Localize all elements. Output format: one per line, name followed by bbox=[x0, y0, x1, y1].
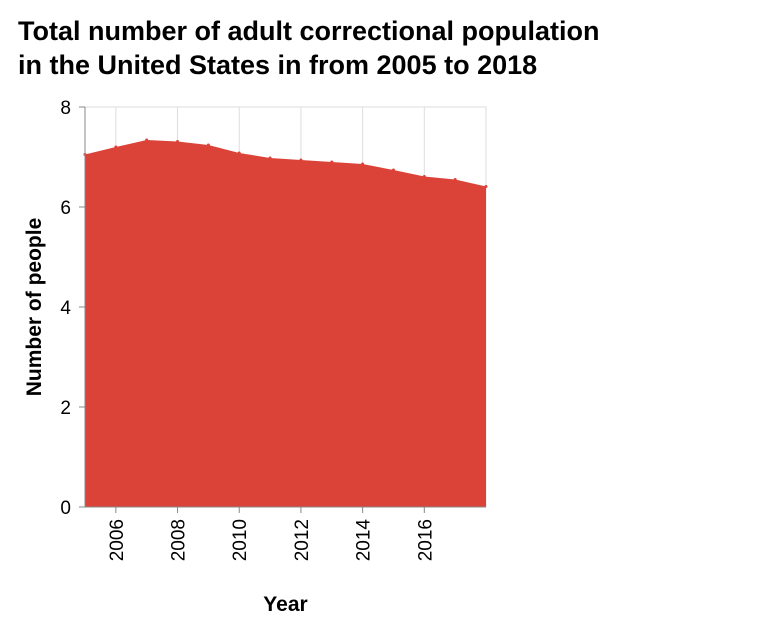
x-tick-label: 2014 bbox=[354, 519, 375, 562]
y-tick-label: 4 bbox=[60, 298, 71, 319]
data-point bbox=[361, 162, 365, 166]
x-axis-title: Year bbox=[263, 593, 307, 616]
axes: 0 2 4 6 8 2006 2008 2010 2012 2014 2016 bbox=[60, 98, 486, 561]
data-point bbox=[176, 140, 180, 143]
x-tick-label: 2012 bbox=[292, 519, 313, 561]
data-point bbox=[484, 185, 488, 188]
chart-title: Total number of adult correctional popul… bbox=[18, 14, 758, 82]
data-point bbox=[330, 160, 334, 164]
y-tick-label: 2 bbox=[60, 398, 71, 419]
area-series bbox=[83, 138, 488, 507]
x-tick-label: 2010 bbox=[230, 519, 251, 561]
y-tick-label: 8 bbox=[60, 98, 71, 119]
data-point bbox=[237, 151, 241, 155]
data-point bbox=[206, 143, 210, 147]
data-point bbox=[114, 145, 118, 149]
x-tick-label: 2016 bbox=[415, 519, 436, 561]
x-tick-label: 2008 bbox=[169, 519, 190, 561]
data-point bbox=[145, 138, 149, 142]
y-tick-label: 6 bbox=[60, 198, 71, 219]
chart-title-line-1: Total number of adult correctional popul… bbox=[18, 16, 600, 46]
data-point bbox=[391, 168, 395, 172]
area-fill bbox=[85, 140, 486, 507]
chart-title-line-2: in the United States in from 2005 to 201… bbox=[18, 50, 538, 80]
x-tick-label: 2006 bbox=[107, 519, 128, 561]
data-point bbox=[268, 156, 272, 160]
y-tick-label: 0 bbox=[60, 498, 71, 519]
data-point bbox=[422, 175, 426, 178]
data-point bbox=[453, 178, 457, 181]
data-point bbox=[299, 158, 303, 162]
y-axis-title: Number of people bbox=[23, 218, 46, 397]
